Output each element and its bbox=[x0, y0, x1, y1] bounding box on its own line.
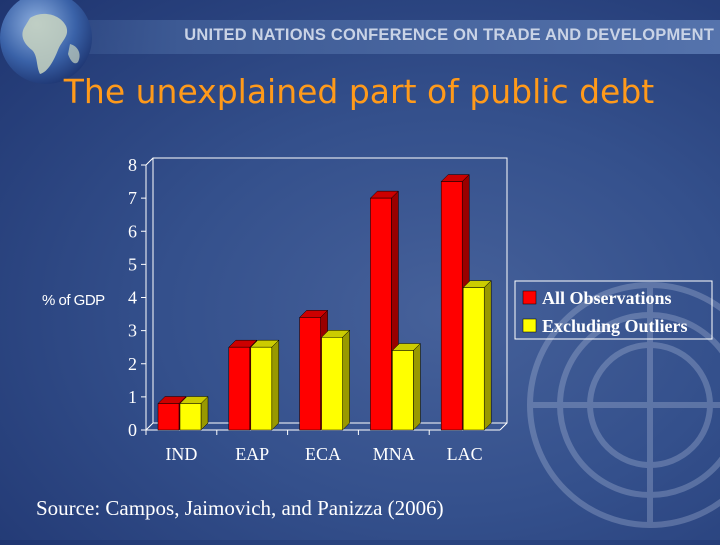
source-note: Source: Campos, Jaimovich, and Panizza (… bbox=[36, 496, 444, 520]
legend-label: All Observations bbox=[542, 288, 672, 308]
y-tick-label: 4 bbox=[128, 288, 137, 308]
bars bbox=[157, 173, 492, 431]
floor-left-edge bbox=[145, 422, 154, 431]
y-axis: 0 1 2 3 4 5 6 7 8 bbox=[128, 155, 146, 440]
bar-mna-excluding-outliers bbox=[391, 342, 422, 431]
bar-front bbox=[392, 350, 414, 431]
bar-front bbox=[179, 403, 202, 431]
legend-label: Excluding Outliers bbox=[542, 316, 688, 336]
y-tick-label: 7 bbox=[128, 188, 137, 208]
legend-box bbox=[514, 280, 713, 340]
legend-swatch bbox=[522, 290, 537, 305]
y-tick-label: 8 bbox=[128, 155, 137, 175]
x-tick-label: IND bbox=[165, 444, 197, 464]
y-tick-label: 1 bbox=[128, 387, 137, 407]
x-tick-label: LAC bbox=[447, 444, 483, 464]
organization-name: UNITED NATIONS CONFERENCE ON TRADE AND D… bbox=[184, 26, 714, 44]
legend-swatch bbox=[522, 318, 537, 333]
x-axis: IND EAP ECA MNA LAC bbox=[145, 430, 483, 464]
bar-front bbox=[462, 287, 485, 431]
bar-front bbox=[321, 337, 343, 431]
bar-front bbox=[370, 197, 392, 431]
y-axis-label: % of GDP bbox=[42, 292, 105, 309]
bar-side bbox=[342, 329, 350, 431]
y-tick-label: 5 bbox=[128, 254, 137, 274]
bar-eap-excluding-outliers bbox=[250, 339, 280, 431]
bar-front bbox=[157, 403, 180, 431]
bar-front bbox=[250, 346, 273, 431]
bar-lac-excluding-outliers bbox=[462, 279, 492, 431]
un-emblem-watermark bbox=[527, 282, 720, 528]
bar-front bbox=[440, 181, 463, 431]
plot-frame-outline bbox=[145, 157, 508, 431]
y-tick-label: 6 bbox=[128, 221, 137, 241]
x-tick-label: EAP bbox=[235, 444, 269, 464]
x-tick-label: MNA bbox=[373, 444, 415, 464]
x-tick-label: ECA bbox=[305, 444, 341, 464]
bar-side bbox=[483, 279, 492, 431]
bar-side bbox=[413, 342, 421, 431]
legend: All Observations Excluding Outliers bbox=[514, 280, 713, 340]
y-tick-label: 3 bbox=[128, 321, 137, 341]
globe-logo bbox=[0, 0, 92, 84]
header-banner bbox=[0, 20, 720, 54]
bar-eca-excluding-outliers bbox=[320, 329, 351, 431]
slide-title: The unexplained part of public debt bbox=[63, 72, 655, 111]
bar-front bbox=[228, 346, 251, 431]
bar-front bbox=[299, 317, 321, 431]
bar-ind-excluding-outliers bbox=[179, 395, 209, 431]
y-tick-label: 2 bbox=[128, 354, 137, 374]
y-tick-label: 0 bbox=[128, 420, 137, 440]
bar-side bbox=[271, 339, 280, 431]
